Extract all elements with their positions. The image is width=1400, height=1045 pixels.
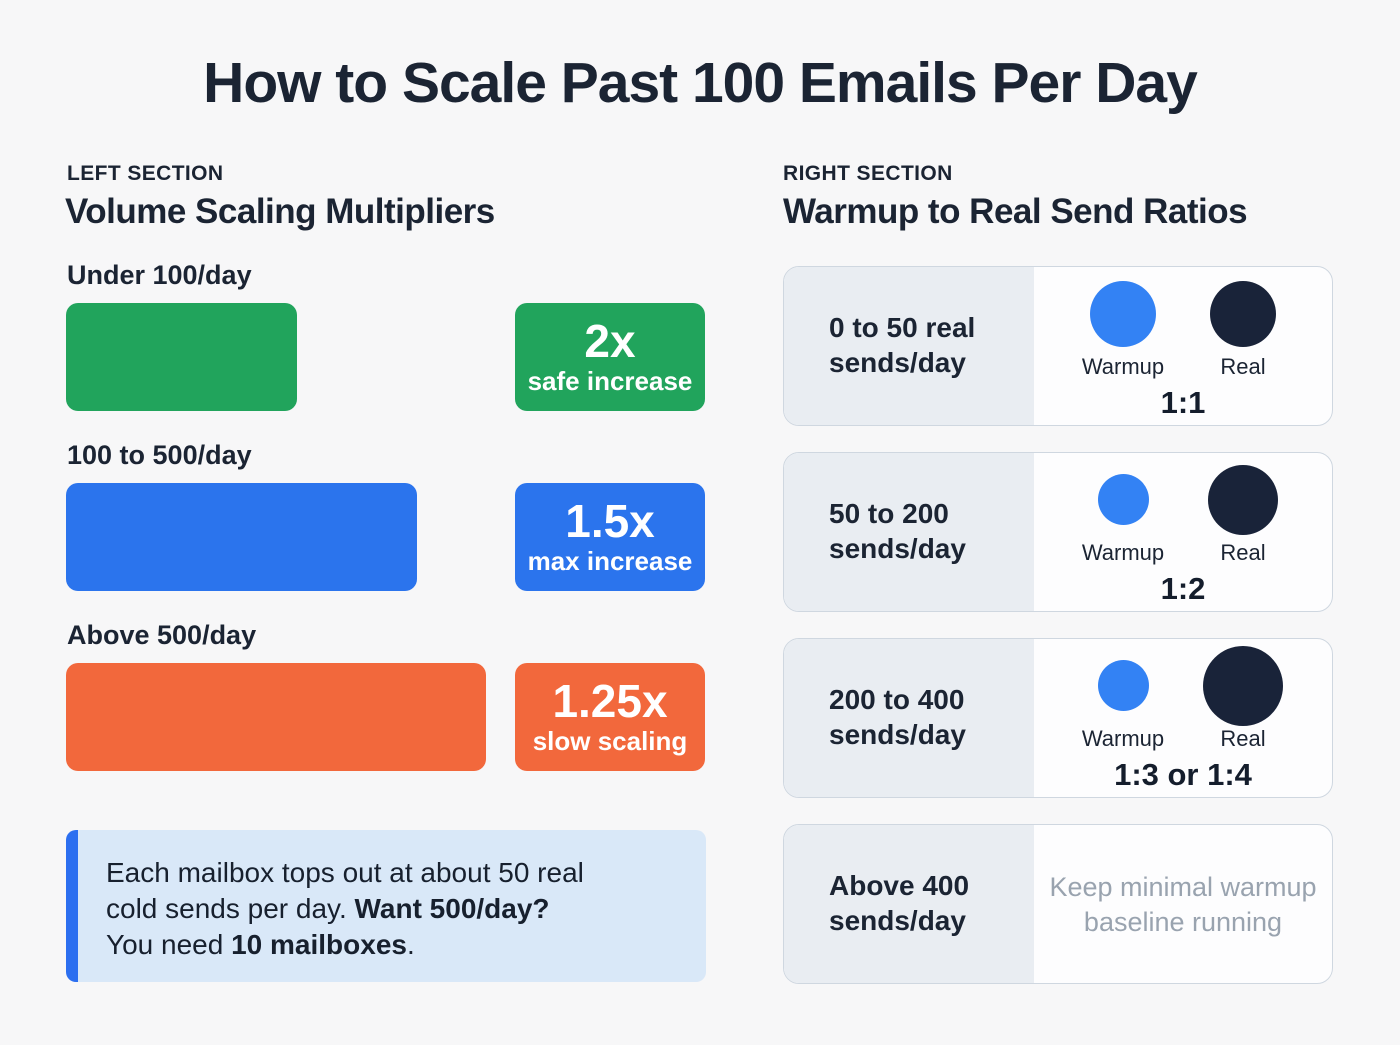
circle-pair: Warmup Real bbox=[1068, 273, 1298, 379]
multiplier-badge: 1.25x slow scaling bbox=[515, 663, 705, 771]
multiplier-caption: slow scaling bbox=[532, 726, 688, 757]
volume-row-under-100: Under 100/day 2x safe increase bbox=[66, 260, 710, 420]
volume-row-100-500: 100 to 500/day 1.5x max increase bbox=[66, 440, 710, 600]
real-circle bbox=[1203, 645, 1283, 726]
right-section-heading: Warmup to Real Send Ratios bbox=[783, 192, 1248, 231]
ratio-card-detail-panel: Warmup Real 1:2 bbox=[1034, 453, 1332, 611]
volume-row-label: Under 100/day bbox=[67, 260, 252, 290]
range-label: 50 to 200 bbox=[829, 498, 949, 530]
mailbox-callout: Each mailbox tops out at about 50 real c… bbox=[66, 830, 706, 982]
ratio-value: 1:2 bbox=[1160, 571, 1206, 607]
warmup-label: Warmup bbox=[1081, 725, 1165, 751]
ratio-card-0-50: 0 to 50 real sends/day Warmup Real 1:1 bbox=[783, 266, 1333, 426]
volume-bar bbox=[66, 303, 297, 411]
warmup-label: Warmup bbox=[1081, 353, 1165, 379]
warmup-circle bbox=[1090, 280, 1156, 347]
ratio-card-detail-panel: Warmup Real 1:3 or 1:4 bbox=[1034, 639, 1332, 797]
callout-text: You need bbox=[106, 928, 232, 960]
real-label: Real bbox=[1220, 725, 1266, 751]
range-label: sends/day bbox=[829, 533, 966, 564]
circle-area bbox=[1097, 459, 1149, 541]
range-label: Above 400 bbox=[829, 870, 970, 902]
multiplier-value: 1.5x bbox=[565, 494, 655, 547]
ratio-card-range-panel: 0 to 50 real sends/day bbox=[784, 267, 1034, 425]
circle-area bbox=[1208, 459, 1278, 541]
range-label: 200 to 400 bbox=[829, 684, 965, 716]
real-label: Real bbox=[1220, 539, 1266, 565]
multiplier-value: 1.25x bbox=[552, 674, 668, 727]
multiplier-badge: 1.5x max increase bbox=[515, 483, 705, 591]
ratio-card-200-400: 200 to 400 sends/day Warmup Real 1:3 o bbox=[783, 638, 1333, 798]
real-label: Real bbox=[1220, 353, 1266, 379]
ratio-card-50-200: 50 to 200 sends/day Warmup Real 1:2 bbox=[783, 452, 1333, 612]
callout-bold-text: Want 500/day? bbox=[354, 892, 550, 924]
left-section-eyebrow: LEFT SECTION bbox=[67, 162, 224, 185]
real-circle bbox=[1210, 280, 1276, 347]
volume-row-label: 100 to 500/day bbox=[67, 440, 252, 470]
multiplier-caption: max increase bbox=[527, 546, 693, 577]
callout-bold-text: 10 mailboxes bbox=[231, 928, 407, 960]
real-column: Real bbox=[1188, 273, 1298, 379]
circle-area bbox=[1210, 273, 1276, 355]
right-section-eyebrow: RIGHT SECTION bbox=[783, 162, 953, 185]
multiplier-caption: safe increase bbox=[527, 366, 693, 397]
multiplier-badge: 2x safe increase bbox=[515, 303, 705, 411]
warmup-column: Warmup bbox=[1068, 273, 1178, 379]
ratio-value: 1:3 or 1:4 bbox=[1114, 757, 1252, 793]
real-column: Real bbox=[1188, 645, 1298, 751]
ratio-card-range-panel: Above 400 sends/day bbox=[784, 825, 1034, 983]
circle-pair: Warmup Real bbox=[1068, 645, 1298, 751]
circle-area bbox=[1203, 645, 1283, 727]
callout-text: cold sends per day. bbox=[106, 892, 355, 924]
warmup-circle bbox=[1097, 660, 1149, 712]
volume-row-label: Above 500/day bbox=[67, 620, 257, 650]
circle-area bbox=[1097, 645, 1149, 727]
ratio-card-range-panel: 200 to 400 sends/day bbox=[784, 639, 1034, 797]
callout-text: Each mailbox tops out at about 50 real bbox=[106, 857, 584, 888]
warmup-column: Warmup bbox=[1068, 459, 1178, 565]
real-column: Real bbox=[1188, 459, 1298, 565]
left-section-heading: Volume Scaling Multipliers bbox=[65, 192, 495, 231]
range-label: sends/day bbox=[829, 905, 966, 936]
range-label: sends/day bbox=[829, 347, 966, 378]
warmup-column: Warmup bbox=[1068, 645, 1178, 751]
page-title: How to Scale Past 100 Emails Per Day bbox=[203, 51, 1198, 115]
baseline-note: Keep minimal warmup baseline running bbox=[1049, 871, 1317, 937]
volume-bar bbox=[66, 483, 417, 591]
ratio-value: 1:1 bbox=[1160, 385, 1206, 421]
range-label: 0 to 50 real bbox=[829, 312, 976, 344]
circle-area bbox=[1090, 273, 1156, 355]
volume-bar bbox=[66, 663, 486, 771]
ratio-card-detail-panel: Warmup Real 1:1 bbox=[1034, 267, 1332, 425]
ratio-card-detail-panel: Keep minimal warmup baseline running bbox=[1034, 825, 1332, 983]
volume-row-above-500: Above 500/day 1.25x slow scaling bbox=[66, 620, 710, 780]
ratio-card-above-400: Above 400 sends/day Keep minimal warmup … bbox=[783, 824, 1333, 984]
ratio-card-range-panel: 50 to 200 sends/day bbox=[784, 453, 1034, 611]
range-label: sends/day bbox=[829, 719, 966, 750]
circle-pair: Warmup Real bbox=[1068, 459, 1298, 565]
warmup-circle bbox=[1097, 474, 1149, 526]
multiplier-value: 2x bbox=[584, 314, 636, 367]
callout-text: . bbox=[406, 928, 415, 960]
warmup-label: Warmup bbox=[1081, 539, 1165, 565]
real-circle bbox=[1208, 464, 1278, 535]
